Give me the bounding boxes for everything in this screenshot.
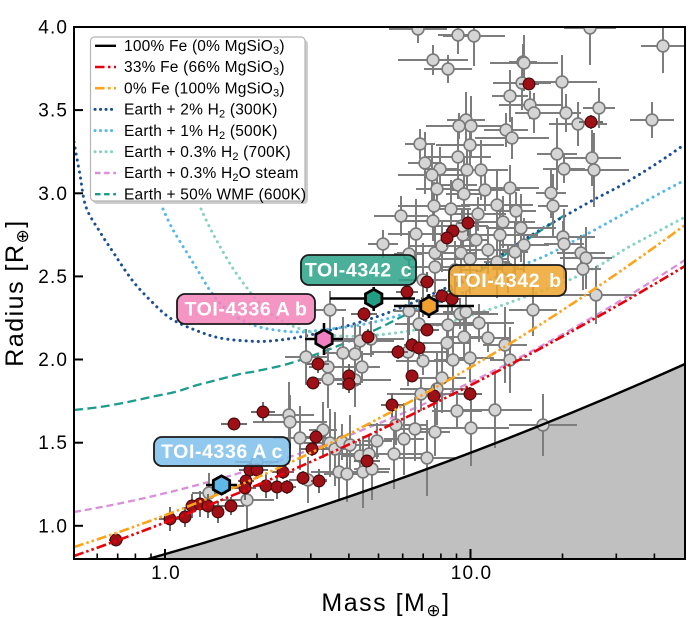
svg-text:4.0: 4.0 <box>38 18 68 39</box>
svg-text:Earth + 1% H2 (500K): Earth + 1% H2 (500K) <box>124 123 278 142</box>
svg-text:Earth + 50% WMF (600K): Earth + 50% WMF (600K) <box>124 186 306 203</box>
svg-text:1.0: 1.0 <box>151 563 181 584</box>
svg-text:33% Fe (66% MgSiO3): 33% Fe (66% MgSiO3) <box>124 59 285 78</box>
svg-text:TOI-4336 A c: TOI-4336 A c <box>161 441 283 463</box>
svg-text:Earth + 0.3% H2O steam: Earth + 0.3% H2O steam <box>124 165 299 184</box>
svg-text:1.0: 1.0 <box>38 516 68 537</box>
svg-text:TOI-4342 c: TOI-4342 c <box>305 260 412 282</box>
svg-text:100% Fe (0% MgSiO3): 100% Fe (0% MgSiO3) <box>124 38 285 57</box>
svg-text:3.0: 3.0 <box>38 184 68 205</box>
svg-text:TOI-4342 b: TOI-4342 b <box>453 270 561 292</box>
svg-text:Earth + 2% H2 (300K): Earth + 2% H2 (300K) <box>124 102 278 121</box>
svg-text:1.5: 1.5 <box>38 433 68 454</box>
svg-text:3.5: 3.5 <box>38 101 68 122</box>
svg-text:0% Fe (100% MgSiO3): 0% Fe (100% MgSiO3) <box>124 80 285 99</box>
svg-text:Radius [R⊕]: Radius [R⊕] <box>1 219 32 366</box>
svg-text:Earth + 0.3% H2 (700K): Earth + 0.3% H2 (700K) <box>124 144 291 163</box>
svg-text:10.0: 10.0 <box>451 563 492 584</box>
svg-text:TOI-4336 A b: TOI-4336 A b <box>184 299 307 321</box>
svg-text:2.0: 2.0 <box>38 350 68 371</box>
svg-text:2.5: 2.5 <box>38 267 68 288</box>
